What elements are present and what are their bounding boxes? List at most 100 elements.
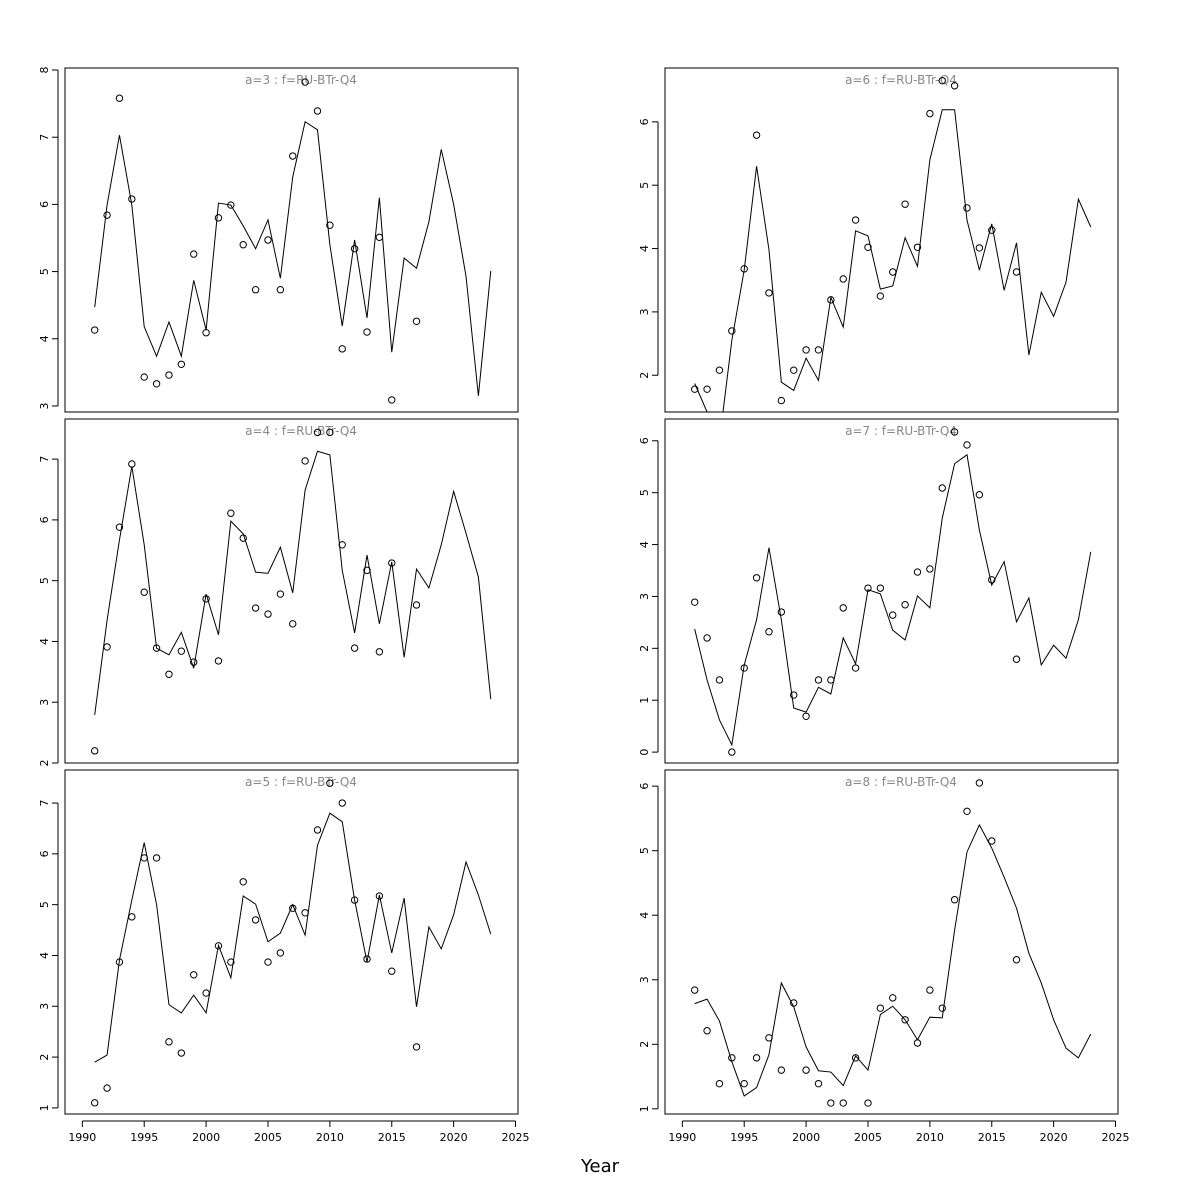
observed-point xyxy=(363,328,371,336)
y-tick-label: 3 xyxy=(638,976,651,983)
observed-point xyxy=(703,385,711,393)
observed-point xyxy=(289,904,297,912)
observed-point xyxy=(839,1099,847,1107)
x-tick-label: 2005 xyxy=(254,1131,282,1144)
observed-point xyxy=(814,1079,823,1088)
observed-point xyxy=(412,317,421,325)
observed-point xyxy=(827,296,835,304)
x-tick-label: 2020 xyxy=(440,1131,468,1144)
observed-point xyxy=(827,676,835,684)
x-tick-label: 2015 xyxy=(378,1131,406,1144)
plot-area xyxy=(691,76,1092,412)
x-axis-label: Year xyxy=(580,1156,620,1177)
observed-point xyxy=(752,574,761,582)
observed-point xyxy=(790,999,798,1007)
observed-point xyxy=(313,428,322,437)
observed-point xyxy=(301,78,309,86)
y-tick-label: 2 xyxy=(638,645,651,652)
observed-point xyxy=(115,958,124,966)
observed-point xyxy=(950,896,959,904)
x-tick-label: 1995 xyxy=(730,1131,758,1144)
observed-point xyxy=(938,1004,946,1012)
observed-point xyxy=(350,896,359,904)
observed-point xyxy=(227,958,235,966)
observed-point xyxy=(975,491,984,499)
observed-point xyxy=(740,265,748,273)
observed-point xyxy=(950,82,959,90)
observed-point xyxy=(239,241,247,249)
y-tick-label: 2 xyxy=(638,372,651,379)
y-tick-label: 4 xyxy=(38,952,51,959)
y-tick-label: 3 xyxy=(638,593,651,600)
panel-title: a=3 : f=RU-BTr-Q4 xyxy=(245,73,357,87)
observed-point xyxy=(202,595,210,603)
observed-point xyxy=(375,648,384,656)
y-tick-label: 6 xyxy=(38,516,51,523)
y-tick-label: 0 xyxy=(638,749,651,756)
observed-point xyxy=(363,955,371,963)
observed-point xyxy=(963,441,971,449)
observed-point xyxy=(338,799,346,807)
observed-point xyxy=(691,986,699,994)
fitted-line xyxy=(94,812,492,1063)
observed-point xyxy=(740,1079,748,1088)
y-tick-label: 4 xyxy=(638,912,651,919)
observed-point xyxy=(227,201,235,209)
y-tick-label: 5 xyxy=(38,268,51,275)
observed-point xyxy=(91,1099,99,1107)
plot-frame xyxy=(664,769,1119,1115)
observed-point xyxy=(691,385,699,393)
y-tick-label: 7 xyxy=(38,134,51,141)
observed-point xyxy=(889,994,897,1002)
x-tick-label: 2000 xyxy=(192,1131,220,1144)
y-tick-label: 6 xyxy=(38,850,51,857)
observed-point xyxy=(827,1099,835,1107)
observed-point xyxy=(864,1099,872,1107)
observed-point xyxy=(91,747,99,755)
observed-point xyxy=(876,584,885,592)
observed-point xyxy=(103,643,111,651)
observed-point xyxy=(975,244,984,252)
observed-point xyxy=(412,1043,421,1051)
observed-point xyxy=(715,676,724,684)
observed-point xyxy=(765,289,773,297)
observed-point xyxy=(115,94,124,102)
y-tick-label: 4 xyxy=(638,245,651,252)
observed-point xyxy=(988,226,996,234)
observed-point xyxy=(728,327,736,335)
observed-point xyxy=(913,568,922,576)
observed-point xyxy=(913,1039,922,1047)
observed-point xyxy=(851,216,860,224)
observed-point xyxy=(1012,655,1021,663)
observed-point xyxy=(338,345,346,353)
y-tick-label: 4 xyxy=(638,541,651,548)
y-tick-label: 6 xyxy=(38,201,51,208)
observed-point xyxy=(938,484,946,492)
observed-point xyxy=(715,366,724,374)
observed-point xyxy=(91,326,99,334)
fitted-line xyxy=(694,823,1092,1097)
x-tick-label: 2010 xyxy=(316,1131,344,1144)
observed-point xyxy=(264,958,272,966)
observed-point xyxy=(901,601,909,609)
observed-point xyxy=(963,807,971,816)
observed-point xyxy=(103,211,111,219)
x-tick-label: 2025 xyxy=(1102,1131,1130,1144)
observed-point xyxy=(375,233,384,242)
observed-point xyxy=(938,76,946,85)
observed-point xyxy=(177,1049,186,1057)
x-tick-label: 1995 xyxy=(130,1131,158,1144)
panel-title: a=4 : f=RU-BTr-Q4 xyxy=(245,424,357,438)
x-tick-label: 2010 xyxy=(916,1131,944,1144)
observed-point xyxy=(790,366,798,374)
x-tick-label: 2000 xyxy=(792,1131,820,1144)
observed-point xyxy=(703,634,711,642)
observed-point xyxy=(988,837,996,845)
observed-point xyxy=(963,204,971,212)
panel-title: a=7 : f=RU-BTr-Q4 xyxy=(845,424,957,438)
observed-point xyxy=(802,346,810,354)
y-tick-label: 4 xyxy=(38,335,51,342)
observed-point xyxy=(140,588,148,596)
observed-point xyxy=(152,854,161,862)
observed-point xyxy=(313,107,322,115)
